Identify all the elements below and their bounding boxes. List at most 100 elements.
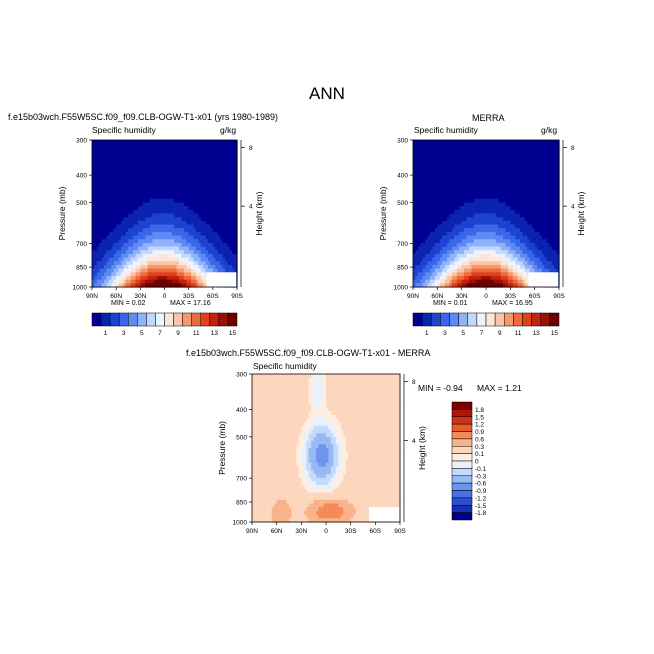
- model-y2tick-label: 4: [249, 204, 253, 211]
- obs-colorbar-box: [540, 312, 551, 327]
- diff-ytick-label: 400: [236, 407, 247, 414]
- diff-colorbar-box: [451, 497, 473, 506]
- diff-colorbar-box: [451, 416, 473, 425]
- obs-y2tick-label: 8: [571, 145, 575, 152]
- obs-colorbar-box: [412, 312, 423, 327]
- diff-y2tick-label: 8: [412, 379, 416, 386]
- obs-xtick-label: 30N: [456, 293, 468, 300]
- model-ytick-label: 500: [76, 200, 87, 207]
- obs-colorbar-label: 13: [533, 330, 541, 337]
- diff-colorbar-label: 0: [475, 459, 479, 466]
- obs-colorbar-label: 11: [515, 330, 522, 337]
- model-colorbar-box: [146, 312, 156, 327]
- obs-ylabel: Pressure (mb): [378, 186, 388, 240]
- obs-xtick-label: 60S: [529, 293, 541, 300]
- diff-xtick-label: 30S: [345, 528, 357, 535]
- diff-colorbar-box: [451, 453, 473, 462]
- obs-colorbar-box: [504, 312, 514, 327]
- diff-colorbar-box: [451, 401, 473, 410]
- obs-colorbar-box: [522, 312, 532, 327]
- diff-colorbar-box: [451, 512, 473, 521]
- diff-colorbar-label: -0.9: [475, 488, 487, 495]
- diff-colorbar-label: 1.8: [475, 407, 484, 414]
- diff-ytick-label: 500: [236, 434, 247, 441]
- diff-colorbar-label: 0.3: [475, 444, 484, 451]
- model-colorbar-label: 13: [211, 330, 219, 337]
- model-max-label: MAX = 17.16: [170, 300, 211, 307]
- diff-colorbar-label: 1.2: [475, 422, 484, 429]
- model-colorbar-box: [118, 312, 129, 327]
- model-colorbar-box: [155, 312, 165, 327]
- model-xtick-label: 60S: [207, 293, 219, 300]
- model-colorbar-box: [209, 312, 220, 327]
- diff-colorbar-label: -1.5: [475, 503, 487, 510]
- diff-max-label: MAX = 1.21: [477, 383, 522, 393]
- obs-field-label: Specific humidity: [414, 125, 478, 135]
- diff-xtick-label: 90N: [246, 528, 258, 535]
- model-colorbar-box: [200, 312, 211, 327]
- diff-xtick-label: 0: [324, 528, 328, 535]
- obs-ytick-label: 500: [397, 200, 408, 207]
- diff-ylabel: Pressure (mb): [217, 421, 227, 475]
- obs-min-label: MIN = 0.01: [433, 300, 468, 307]
- model-field-label: Specific humidity: [92, 125, 156, 135]
- obs-missing-data: [528, 272, 559, 287]
- model-xtick-label: 90N: [86, 293, 98, 300]
- model-colorbar-box: [173, 312, 183, 327]
- model-ytick-label: 850: [76, 265, 87, 272]
- diff-colorbar-label: -1.8: [475, 510, 487, 517]
- diff-xtick-label: 30N: [295, 528, 307, 535]
- model-colorbar-box: [164, 312, 174, 327]
- diff-colorbar-label: -0.3: [475, 473, 487, 480]
- obs-xtick-label: 90N: [407, 293, 419, 300]
- diff-colorbar-label: 1.5: [475, 414, 484, 421]
- diff-y2tick-label: 4: [412, 438, 416, 445]
- diff-missing-data: [368, 507, 400, 522]
- obs-y2tick-label: 4: [571, 204, 575, 211]
- obs-ytick-label: 400: [397, 173, 408, 180]
- diff-xtick-label: 60N: [271, 528, 283, 535]
- obs-xtick-label: 0: [484, 293, 488, 300]
- obs-colorbar-label: 15: [551, 330, 559, 337]
- model-ytick-label: 300: [76, 138, 87, 145]
- model-colorbar-box: [128, 312, 138, 327]
- obs-colorbar-box: [485, 312, 496, 327]
- model-colorbar-label: 7: [158, 330, 162, 337]
- diff-min-label: MIN = -0.94: [418, 383, 463, 393]
- obs-ytick-label: 300: [397, 138, 408, 145]
- diff-y2label: Height (km): [417, 426, 427, 470]
- model-xtick-label: 30N: [134, 293, 146, 300]
- obs-colorbar-box: [440, 312, 450, 327]
- diff-colorbar-label: 0.1: [475, 451, 484, 458]
- diff-colorbar-label: -0.1: [475, 466, 487, 473]
- diff-colorbar-box: [451, 446, 473, 454]
- obs-colorbar-label: 3: [443, 330, 447, 337]
- obs-colorbar-box: [494, 312, 505, 327]
- diff-ytick-label: 300: [236, 372, 247, 379]
- diff-field-label: Specific humidity: [253, 361, 317, 371]
- obs-colorbar-box: [421, 312, 432, 327]
- model-xtick-label: 90S: [231, 293, 243, 300]
- obs-panel-title: MERRA: [472, 113, 505, 123]
- model-colorbar-label: 1: [104, 330, 108, 337]
- obs-ytick-label: 700: [397, 241, 408, 248]
- diff-xtick-label: 60S: [370, 528, 382, 535]
- model-colorbar-label: 3: [122, 330, 126, 337]
- model-colorbar-box: [218, 312, 229, 327]
- model-colorbar-label: 9: [176, 330, 180, 337]
- diff-plot: [252, 374, 401, 523]
- model-y2tick-label: 8: [249, 145, 253, 152]
- page-title: ANN: [309, 84, 345, 103]
- model-colorbar-box: [227, 312, 238, 327]
- obs-xtick-label: 60N: [431, 293, 443, 300]
- obs-colorbar-box: [476, 312, 487, 327]
- diff-colorbar-label: 0.6: [475, 436, 484, 443]
- diff-ytick-label: 850: [236, 500, 247, 507]
- model-xtick-label: 30S: [183, 293, 195, 300]
- model-units-label: g/kg: [220, 125, 237, 135]
- model-colorbar-box: [182, 312, 192, 327]
- diff-panel-title: f.e15b03wch.F55W5SC.f09_f09.CLB-OGW-T1-x…: [186, 348, 431, 358]
- model-min-label: MIN = 0.02: [111, 300, 146, 307]
- obs-colorbar-label: 5: [461, 330, 465, 337]
- obs-xtick-label: 30S: [505, 293, 517, 300]
